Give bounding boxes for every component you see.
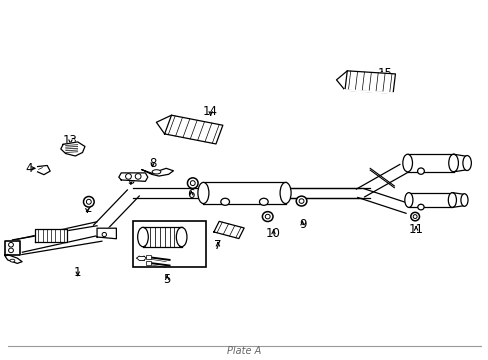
- Polygon shape: [61, 142, 85, 156]
- Text: 3: 3: [127, 174, 134, 187]
- Ellipse shape: [299, 199, 304, 203]
- Polygon shape: [356, 165, 407, 197]
- Text: 8: 8: [149, 157, 156, 170]
- Text: Plate A: Plate A: [227, 346, 261, 356]
- Ellipse shape: [259, 198, 267, 205]
- Ellipse shape: [460, 194, 467, 206]
- Text: 6: 6: [187, 188, 195, 201]
- Ellipse shape: [198, 183, 208, 203]
- Ellipse shape: [190, 181, 195, 185]
- Polygon shape: [145, 261, 150, 265]
- Polygon shape: [133, 188, 369, 198]
- Polygon shape: [5, 255, 22, 264]
- Ellipse shape: [447, 193, 455, 207]
- Ellipse shape: [462, 156, 470, 171]
- Polygon shape: [203, 183, 285, 203]
- Ellipse shape: [265, 214, 269, 219]
- Ellipse shape: [404, 193, 412, 207]
- Text: 4: 4: [25, 162, 33, 175]
- Polygon shape: [344, 71, 395, 93]
- Ellipse shape: [402, 154, 412, 172]
- Text: 9: 9: [298, 218, 305, 231]
- Ellipse shape: [135, 174, 141, 179]
- Polygon shape: [38, 166, 50, 175]
- Ellipse shape: [10, 259, 15, 262]
- Polygon shape: [142, 227, 181, 247]
- Text: 10: 10: [265, 227, 281, 240]
- Ellipse shape: [448, 154, 457, 172]
- Text: 15: 15: [376, 67, 391, 80]
- Polygon shape: [451, 193, 464, 207]
- Ellipse shape: [9, 248, 13, 253]
- Ellipse shape: [417, 204, 423, 210]
- Polygon shape: [453, 154, 466, 172]
- Ellipse shape: [9, 243, 13, 247]
- Polygon shape: [97, 228, 116, 239]
- Ellipse shape: [296, 196, 306, 206]
- Polygon shape: [12, 226, 102, 255]
- Text: 13: 13: [63, 134, 78, 147]
- Ellipse shape: [138, 227, 148, 247]
- Ellipse shape: [262, 212, 272, 221]
- Text: 14: 14: [203, 105, 218, 118]
- Text: 11: 11: [408, 224, 423, 237]
- Ellipse shape: [412, 215, 416, 219]
- Polygon shape: [142, 168, 173, 176]
- Text: 2: 2: [83, 202, 91, 215]
- Polygon shape: [145, 255, 150, 259]
- Bar: [133, 221, 205, 267]
- Polygon shape: [357, 189, 411, 213]
- Polygon shape: [285, 188, 360, 198]
- Polygon shape: [407, 154, 453, 172]
- Polygon shape: [5, 240, 20, 255]
- Ellipse shape: [176, 227, 186, 247]
- Ellipse shape: [152, 170, 161, 174]
- Text: 5: 5: [163, 273, 170, 286]
- Polygon shape: [93, 190, 139, 231]
- Polygon shape: [119, 173, 147, 181]
- Ellipse shape: [102, 233, 106, 237]
- Ellipse shape: [417, 168, 424, 174]
- Text: 12: 12: [444, 194, 459, 207]
- Ellipse shape: [86, 199, 91, 204]
- Ellipse shape: [125, 174, 131, 179]
- Ellipse shape: [83, 197, 94, 207]
- Polygon shape: [17, 222, 102, 252]
- Ellipse shape: [221, 198, 229, 205]
- Polygon shape: [213, 221, 244, 239]
- Ellipse shape: [280, 183, 290, 203]
- Text: 1: 1: [74, 266, 81, 279]
- Ellipse shape: [187, 178, 198, 188]
- Polygon shape: [408, 193, 451, 207]
- Text: 7: 7: [214, 239, 221, 252]
- Polygon shape: [35, 229, 67, 242]
- Polygon shape: [164, 115, 223, 144]
- Ellipse shape: [410, 212, 419, 221]
